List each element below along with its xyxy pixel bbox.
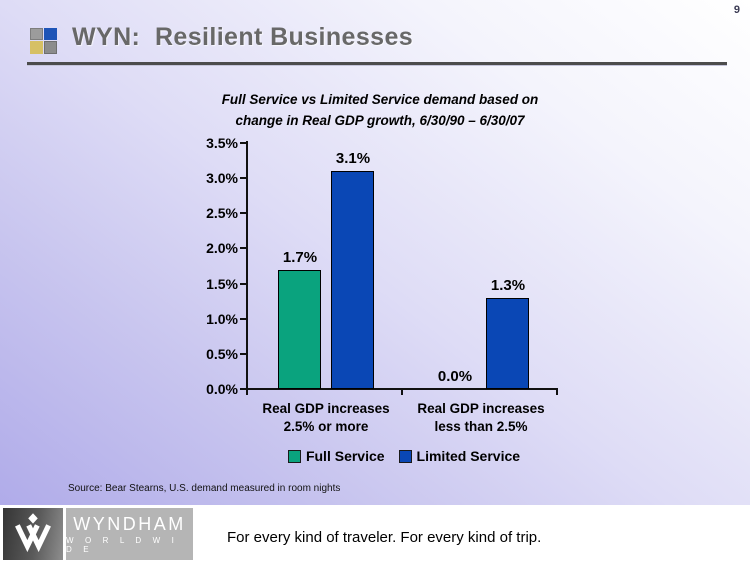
y-axis-tick-mark — [240, 177, 246, 180]
legend-item-limited-service: Limited Service — [398, 448, 521, 464]
bar-limited-service-group1 — [331, 171, 374, 389]
wyndham-wordmark: WYNDHAM W O R L D W I D E — [66, 508, 193, 560]
logo-square-gold — [30, 41, 43, 54]
x-axis-tick-mark — [401, 388, 403, 395]
y-axis-tick-mark — [240, 388, 246, 390]
x-axis-tick-mark — [556, 388, 558, 395]
source-note: Source: Bear Stearns, U.S. demand measur… — [68, 483, 341, 494]
brand-name: WYNDHAM — [73, 514, 186, 534]
category-label-gdp-down: Real GDP increases less than 2.5% — [417, 401, 545, 434]
y-axis-tick-mark — [240, 282, 246, 285]
wyndham-w-icon — [15, 513, 51, 553]
wyndham-logo-mark — [3, 508, 63, 560]
bar-value-label: 0.0% — [437, 368, 473, 385]
y-axis-tick-label: 1.0% — [206, 310, 238, 327]
y-axis-tick-mark — [240, 142, 246, 144]
legend-label-full-service: Full Service — [305, 448, 385, 464]
chart-title: Full Service vs Limited Service demand b… — [221, 92, 539, 128]
legend-item-full-service: Full Service — [287, 448, 385, 464]
y-axis-line — [246, 141, 248, 390]
y-axis-tick-label: 0.5% — [206, 345, 238, 362]
page-number: 9 — [733, 4, 740, 16]
y-axis-tick-mark — [240, 317, 246, 320]
bar-value-label: 3.1% — [335, 150, 371, 167]
y-axis-tick-mark — [240, 247, 246, 250]
bar-value-label: 1.7% — [282, 249, 318, 266]
footer: WYNDHAM W O R L D W I D E For every kind… — [0, 505, 750, 562]
y-axis-tick-label: 3.5% — [206, 135, 238, 151]
slide-corner-logo — [30, 28, 57, 54]
y-axis-tick-label: 0.0% — [206, 381, 238, 397]
y-axis-tick-label: 1.5% — [206, 275, 238, 292]
footer-tagline: For every kind of traveler. For every ki… — [227, 529, 542, 546]
y-axis-tick-label: 3.0% — [206, 170, 238, 187]
legend-swatch-limited-service — [398, 449, 412, 463]
x-axis-tick-mark — [246, 388, 248, 395]
y-axis-tick-mark — [240, 212, 246, 215]
y-axis-tick-label: 2.0% — [206, 240, 238, 257]
title-divider — [27, 62, 727, 66]
legend-label-limited-service: Limited Service — [416, 448, 521, 464]
brand-subtitle: W O R L D W I D E — [66, 536, 179, 554]
bar-value-label: 1.3% — [490, 277, 526, 294]
category-label-gdp-up: Real GDP increases 2.5% or more — [262, 401, 390, 434]
y-axis-tick-label: 2.5% — [206, 205, 238, 222]
logo-square-gray-bottom — [44, 41, 57, 54]
bar-full-service-group1 — [278, 270, 321, 389]
slide-title: WYN: Resilient Businesses — [72, 23, 414, 51]
y-axis-tick-mark — [240, 352, 246, 355]
legend-swatch-full-service — [287, 449, 301, 463]
logo-square-blue — [44, 28, 57, 40]
bar-limited-service-group2 — [486, 298, 529, 389]
logo-square-gray-top — [30, 28, 43, 40]
chart-legend: Full Service Limited Service — [248, 448, 560, 464]
